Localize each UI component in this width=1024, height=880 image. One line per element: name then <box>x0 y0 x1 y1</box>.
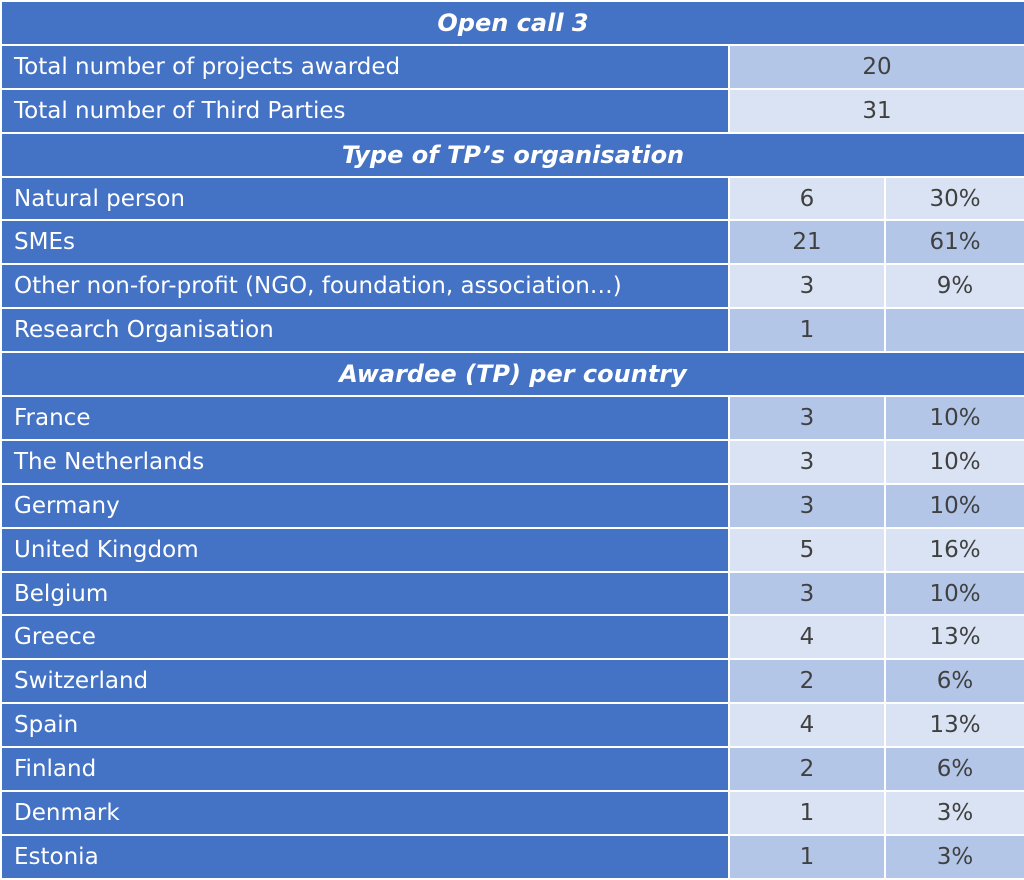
table-title: Open call 3 <box>0 0 1024 46</box>
row-label: Spain <box>0 702 730 749</box>
table-row: The Netherlands 3 10% <box>0 438 1024 485</box>
row-percent: 3% <box>884 790 1024 836</box>
row-percent: 9% <box>884 263 1024 310</box>
row-label: Other non-for-profit (NGO, foundation, a… <box>0 263 730 310</box>
row-percent: 6% <box>884 746 1024 793</box>
row-percent: 6% <box>884 658 1024 705</box>
row-count: 4 <box>728 614 886 661</box>
row-count: 3 <box>728 438 886 485</box>
row-percent: 10% <box>884 395 1024 441</box>
row-count: 5 <box>728 526 886 573</box>
row-label: SMEs <box>0 219 730 266</box>
section-header-row: Awardee (TP) per country <box>0 351 1024 398</box>
table-row: France 3 10% <box>0 395 1024 441</box>
row-percent: 10% <box>884 570 1024 617</box>
row-percent: 16% <box>884 526 1024 573</box>
row-label: Germany <box>0 482 730 529</box>
row-count: 1 <box>728 307 886 354</box>
summary-value: 20 <box>728 43 1024 90</box>
row-percent: 61% <box>884 219 1024 266</box>
table-row: Other non-for-profit (NGO, foundation, a… <box>0 263 1024 310</box>
row-percent: 13% <box>884 702 1024 749</box>
row-percent: 10% <box>884 438 1024 485</box>
row-label: Denmark <box>0 790 730 836</box>
table-row: Denmark 1 3% <box>0 790 1024 836</box>
table-row: Greece 4 13% <box>0 614 1024 661</box>
org-section-title: Type of TP’s organisation <box>0 131 1024 178</box>
row-count: 3 <box>728 395 886 441</box>
row-count: 4 <box>728 702 886 749</box>
table-row: Belgium 3 10% <box>0 570 1024 617</box>
table-row: United Kingdom 5 16% <box>0 526 1024 573</box>
row-count: 21 <box>728 219 886 266</box>
row-count: 6 <box>728 175 886 222</box>
summary-row: Total number of Third Parties 31 <box>0 87 1024 134</box>
table-row: Germany 3 10% <box>0 482 1024 529</box>
row-label: Greece <box>0 614 730 661</box>
table-title-row: Open call 3 <box>0 0 1024 46</box>
row-count: 2 <box>728 746 886 793</box>
row-percent: 10% <box>884 482 1024 529</box>
country-section-title: Awardee (TP) per country <box>0 351 1024 398</box>
row-percent: 13% <box>884 614 1024 661</box>
row-count: 3 <box>728 482 886 529</box>
row-label: Natural person <box>0 175 730 222</box>
row-label: The Netherlands <box>0 438 730 485</box>
row-count: 3 <box>728 263 886 310</box>
row-label: United Kingdom <box>0 526 730 573</box>
summary-value: 31 <box>728 87 1024 134</box>
summary-row: Total number of projects awarded 20 <box>0 43 1024 90</box>
table-row: Estonia 1 3% <box>0 833 1024 880</box>
section-header-row: Type of TP’s organisation <box>0 131 1024 178</box>
row-label: Research Organisation <box>0 307 730 354</box>
row-percent <box>884 307 1024 354</box>
table-row: Switzerland 2 6% <box>0 658 1024 705</box>
row-label: Switzerland <box>0 658 730 705</box>
row-percent: 30% <box>884 175 1024 222</box>
table-row: Finland 2 6% <box>0 746 1024 793</box>
summary-label: Total number of projects awarded <box>0 43 730 90</box>
row-percent: 3% <box>884 833 1024 880</box>
row-count: 3 <box>728 570 886 617</box>
table-row: Research Organisation 1 <box>0 307 1024 354</box>
row-label: Estonia <box>0 833 730 880</box>
table-row: SMEs 21 61% <box>0 219 1024 266</box>
summary-label: Total number of Third Parties <box>0 87 730 134</box>
row-label: France <box>0 395 730 441</box>
table-row: Natural person 6 30% <box>0 175 1024 222</box>
row-count: 1 <box>728 833 886 880</box>
row-label: Finland <box>0 746 730 793</box>
table-row: Spain 4 13% <box>0 702 1024 749</box>
row-label: Belgium <box>0 570 730 617</box>
row-count: 1 <box>728 790 886 836</box>
row-count: 2 <box>728 658 886 705</box>
